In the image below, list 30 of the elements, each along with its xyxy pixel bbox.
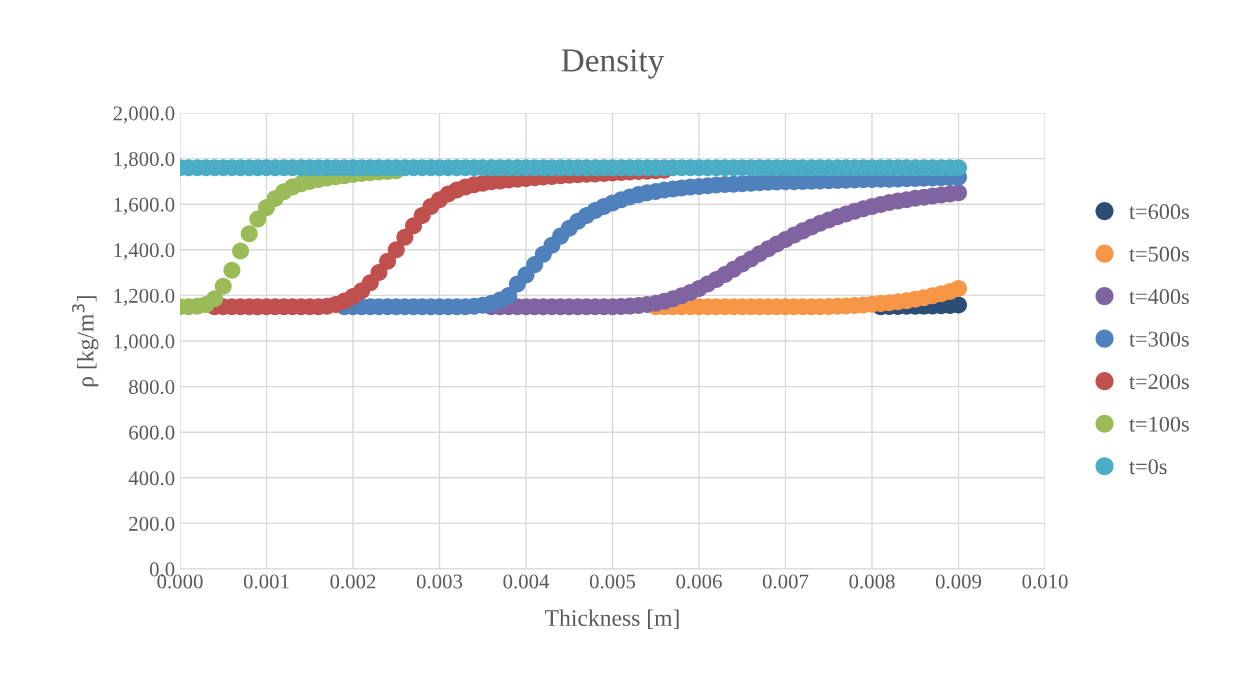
y-tick-label: 1,000.0 bbox=[114, 334, 175, 352]
legend-label: t=300s bbox=[1129, 331, 1189, 347]
legend-label: t=100s bbox=[1129, 416, 1189, 432]
legend-label: t=0s bbox=[1129, 459, 1167, 475]
y-tick-label: 600.0 bbox=[129, 425, 175, 440]
y-tick-label: 1,400.0 bbox=[114, 243, 175, 261]
x-tick-label: 0.003 bbox=[416, 574, 463, 589]
x-tick-label: 0.008 bbox=[849, 574, 895, 589]
x-tick-label: 0.005 bbox=[589, 574, 636, 589]
y-tick-label: 1,600.0 bbox=[114, 197, 175, 215]
y-tick-label: 800.0 bbox=[129, 379, 175, 395]
y-tick-label: 2,000.0 bbox=[113, 106, 175, 124]
legend-label: t=400s bbox=[1129, 289, 1189, 305]
legend-label: t=500s bbox=[1129, 246, 1189, 262]
x-tick-label: 0.009 bbox=[935, 574, 982, 589]
x-tick-label: 0.004 bbox=[503, 574, 550, 589]
x-axis-title: Thickness [m] bbox=[545, 609, 679, 629]
y-tick-label: 1,200.0 bbox=[114, 288, 175, 306]
x-tick-label: 0.006 bbox=[676, 574, 722, 589]
x-tick-label: 0.002 bbox=[330, 574, 376, 589]
y-axis-title: ρ [kg/m$^{3}$] bbox=[72, 296, 99, 387]
y-tick-label: 1,800.0 bbox=[114, 151, 175, 170]
legend-label: t=600s bbox=[1129, 204, 1189, 220]
y-tick-label: 200.0 bbox=[129, 516, 175, 531]
y-tick-label: 400.0 bbox=[128, 471, 175, 486]
x-tick-label: 0.007 bbox=[762, 574, 809, 589]
x-tick-label: 0.010 bbox=[1022, 574, 1068, 589]
x-tick-label: 0.001 bbox=[243, 574, 289, 589]
chart-title: Density bbox=[561, 49, 665, 79]
legend-label: t=200s bbox=[1129, 374, 1189, 390]
